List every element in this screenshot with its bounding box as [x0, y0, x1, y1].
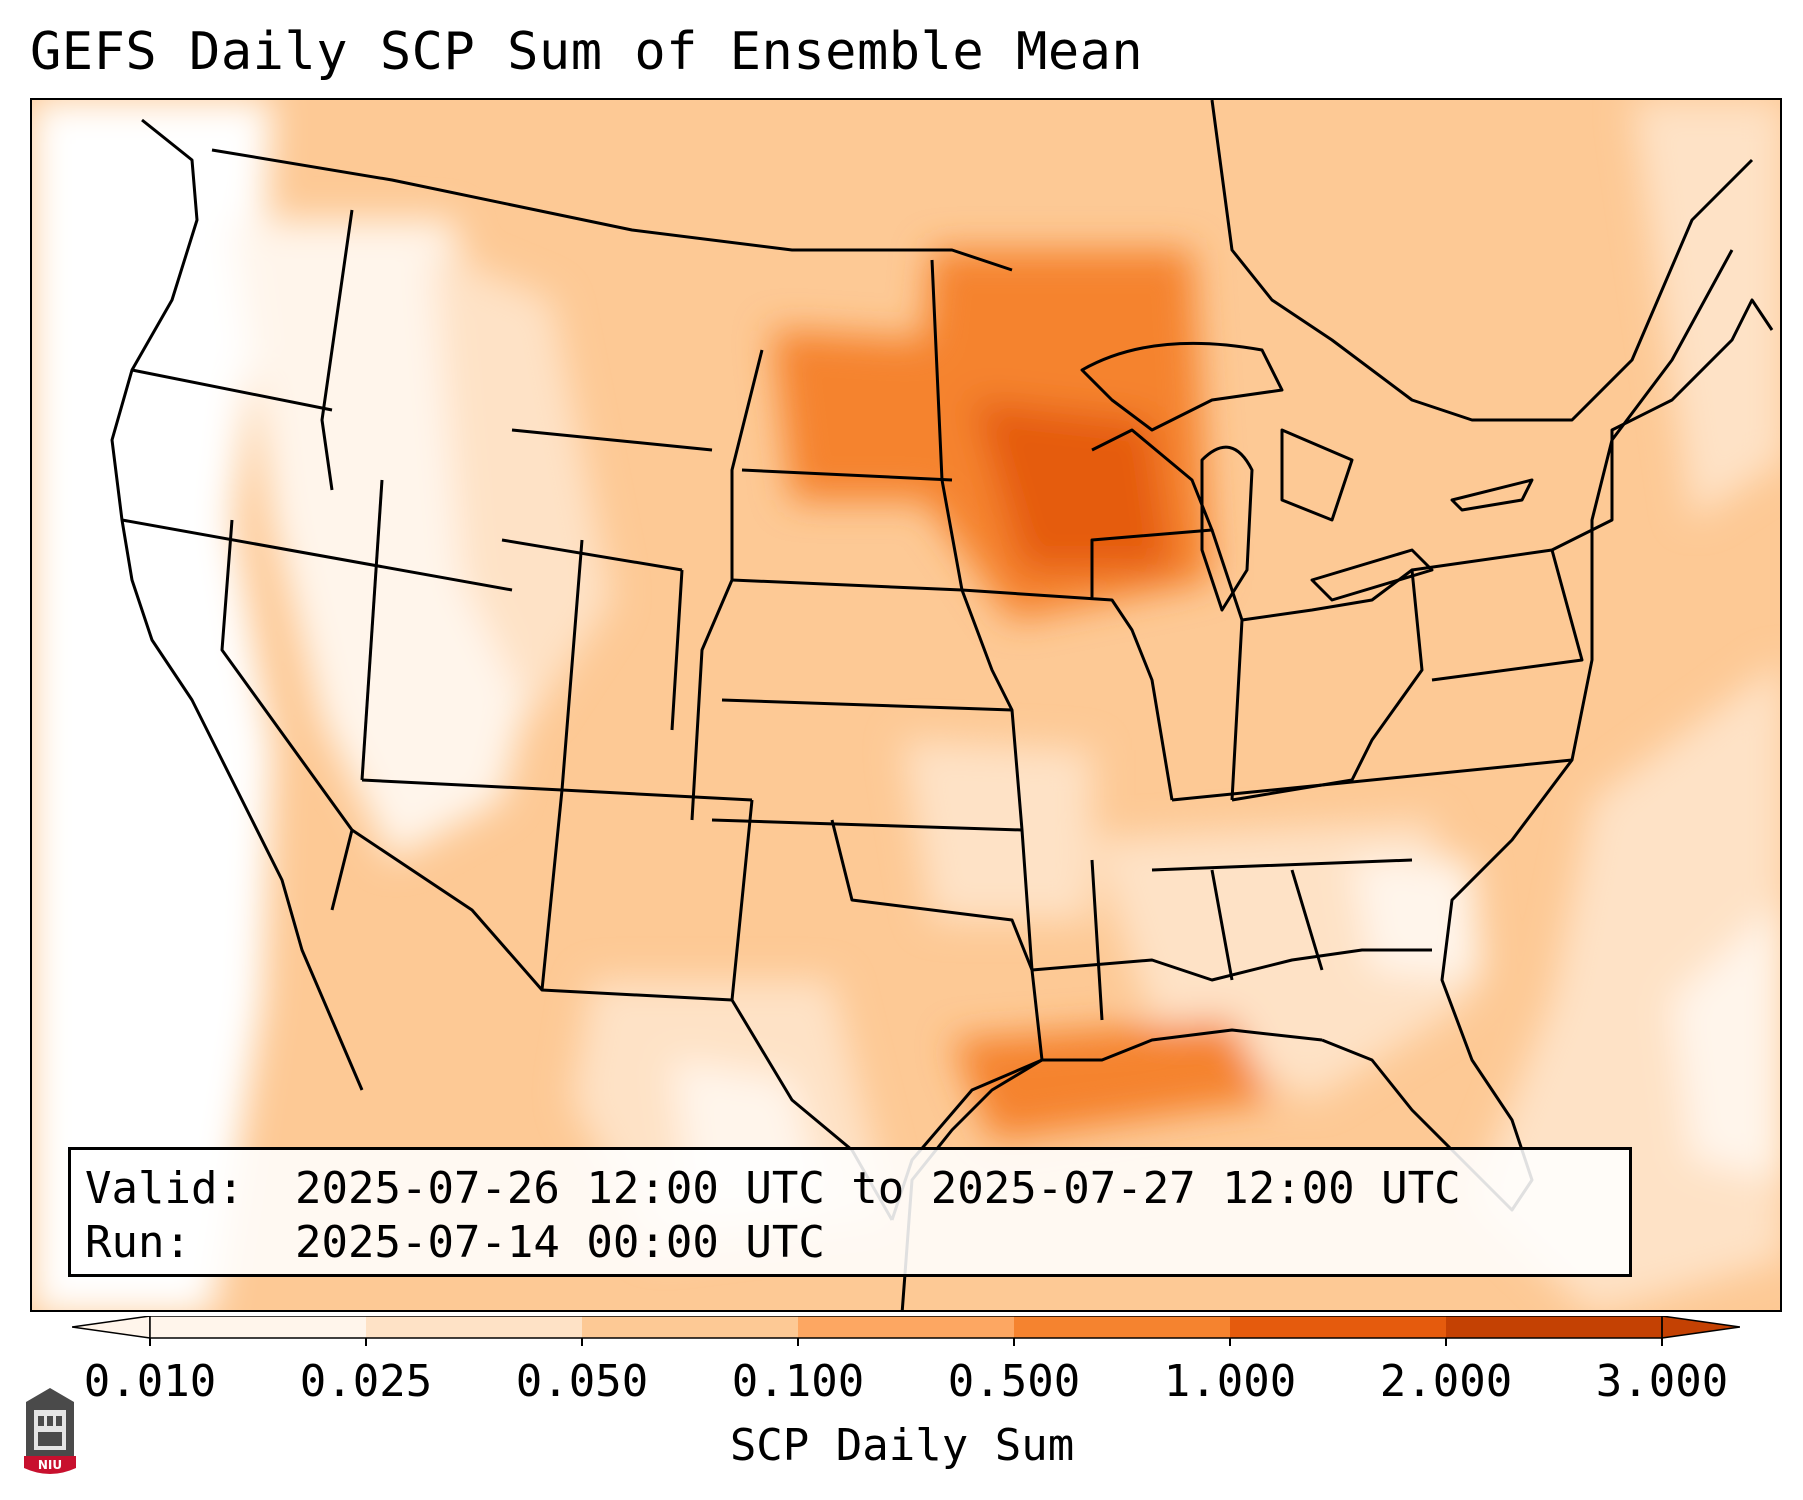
lake-superior	[1080, 341, 1284, 432]
boundaries	[110, 100, 1774, 1310]
canada-east-border	[1210, 100, 1754, 422]
az-mexico-border	[351, 828, 733, 1002]
southern-borders	[1031, 758, 1573, 982]
ohio-valley-borders	[1231, 568, 1424, 802]
svg-text:NIU: NIU	[38, 1458, 62, 1472]
colorbar-segments	[72, 1316, 1740, 1346]
lake-huron	[1280, 428, 1354, 522]
colorbar-extend-low	[72, 1316, 151, 1339]
az-nm-border	[540, 789, 754, 1001]
scp-field	[32, 100, 1780, 1310]
colorbar-tick-label: 3.000	[1595, 1356, 1729, 1407]
colorbar-tick-label: 0.100	[731, 1356, 865, 1407]
colorbar-tick-label: 0.050	[515, 1356, 649, 1407]
wa-or-border	[131, 368, 333, 412]
mt-wy-border	[511, 428, 713, 452]
colorbar-segment	[1230, 1316, 1446, 1338]
colorbar-segment	[150, 1316, 366, 1338]
colorbar-outline	[149, 1316, 1663, 1339]
map-canvas	[32, 100, 1780, 1310]
valid-run-box: Valid: 2025-07-26 12:00 UTC to 2025-07-27…	[68, 1147, 1632, 1277]
colorbar-segment	[1446, 1316, 1662, 1338]
colorbar-label: SCP Daily Sum	[729, 1420, 1075, 1471]
chart-title: GEFS Daily SCP Sum of Ensemble Mean	[30, 22, 1144, 82]
id-border	[320, 209, 354, 491]
nv-ut-border	[360, 479, 384, 781]
run-label: Run:	[85, 1217, 191, 1268]
canada-border	[211, 148, 1013, 272]
niu-logo: NIU	[24, 1388, 76, 1474]
ut-az-border	[361, 778, 563, 792]
valid-value: 2025-07-26 12:00 UTC to 2025-07-27 12:00…	[295, 1163, 1461, 1214]
colorbar-segment	[1014, 1316, 1230, 1338]
pennsylvania-border	[1411, 548, 1584, 682]
run-value: 2025-07-14 00:00 UTC	[295, 1217, 825, 1268]
colorbar-tick-label: 1.000	[1163, 1356, 1297, 1407]
mississippi-plains-border	[930, 259, 1034, 971]
colorbar-segment	[798, 1316, 1014, 1338]
lake-erie	[1310, 548, 1434, 602]
plains-horizontal-borders	[711, 468, 1023, 832]
wy-co-border	[501, 538, 683, 572]
colorbar-extend-high	[1661, 1316, 1740, 1339]
colorbar-tick-label: 0.025	[299, 1356, 433, 1407]
new-england-border	[1551, 298, 1774, 552]
deep-south-borders	[1090, 859, 1324, 1021]
lake-ontario	[1450, 478, 1534, 512]
co-border	[560, 539, 753, 802]
colorbar-tick-label: 2.000	[1379, 1356, 1513, 1407]
west-coastline	[110, 118, 364, 1091]
colorbar	[72, 1316, 1740, 1346]
colorbar-segment	[366, 1316, 582, 1338]
colorbar-tick-label: 0.010	[83, 1356, 217, 1407]
lake-michigan	[1200, 445, 1254, 612]
colorbar-tick-label: 0.500	[947, 1356, 1081, 1407]
or-ca-border	[121, 518, 513, 592]
ca-nv-border	[220, 519, 354, 911]
colorbar-segment	[582, 1316, 798, 1338]
east-coastline	[1321, 249, 1734, 1212]
scp-map	[30, 98, 1782, 1312]
valid-label: Valid:	[85, 1163, 244, 1214]
